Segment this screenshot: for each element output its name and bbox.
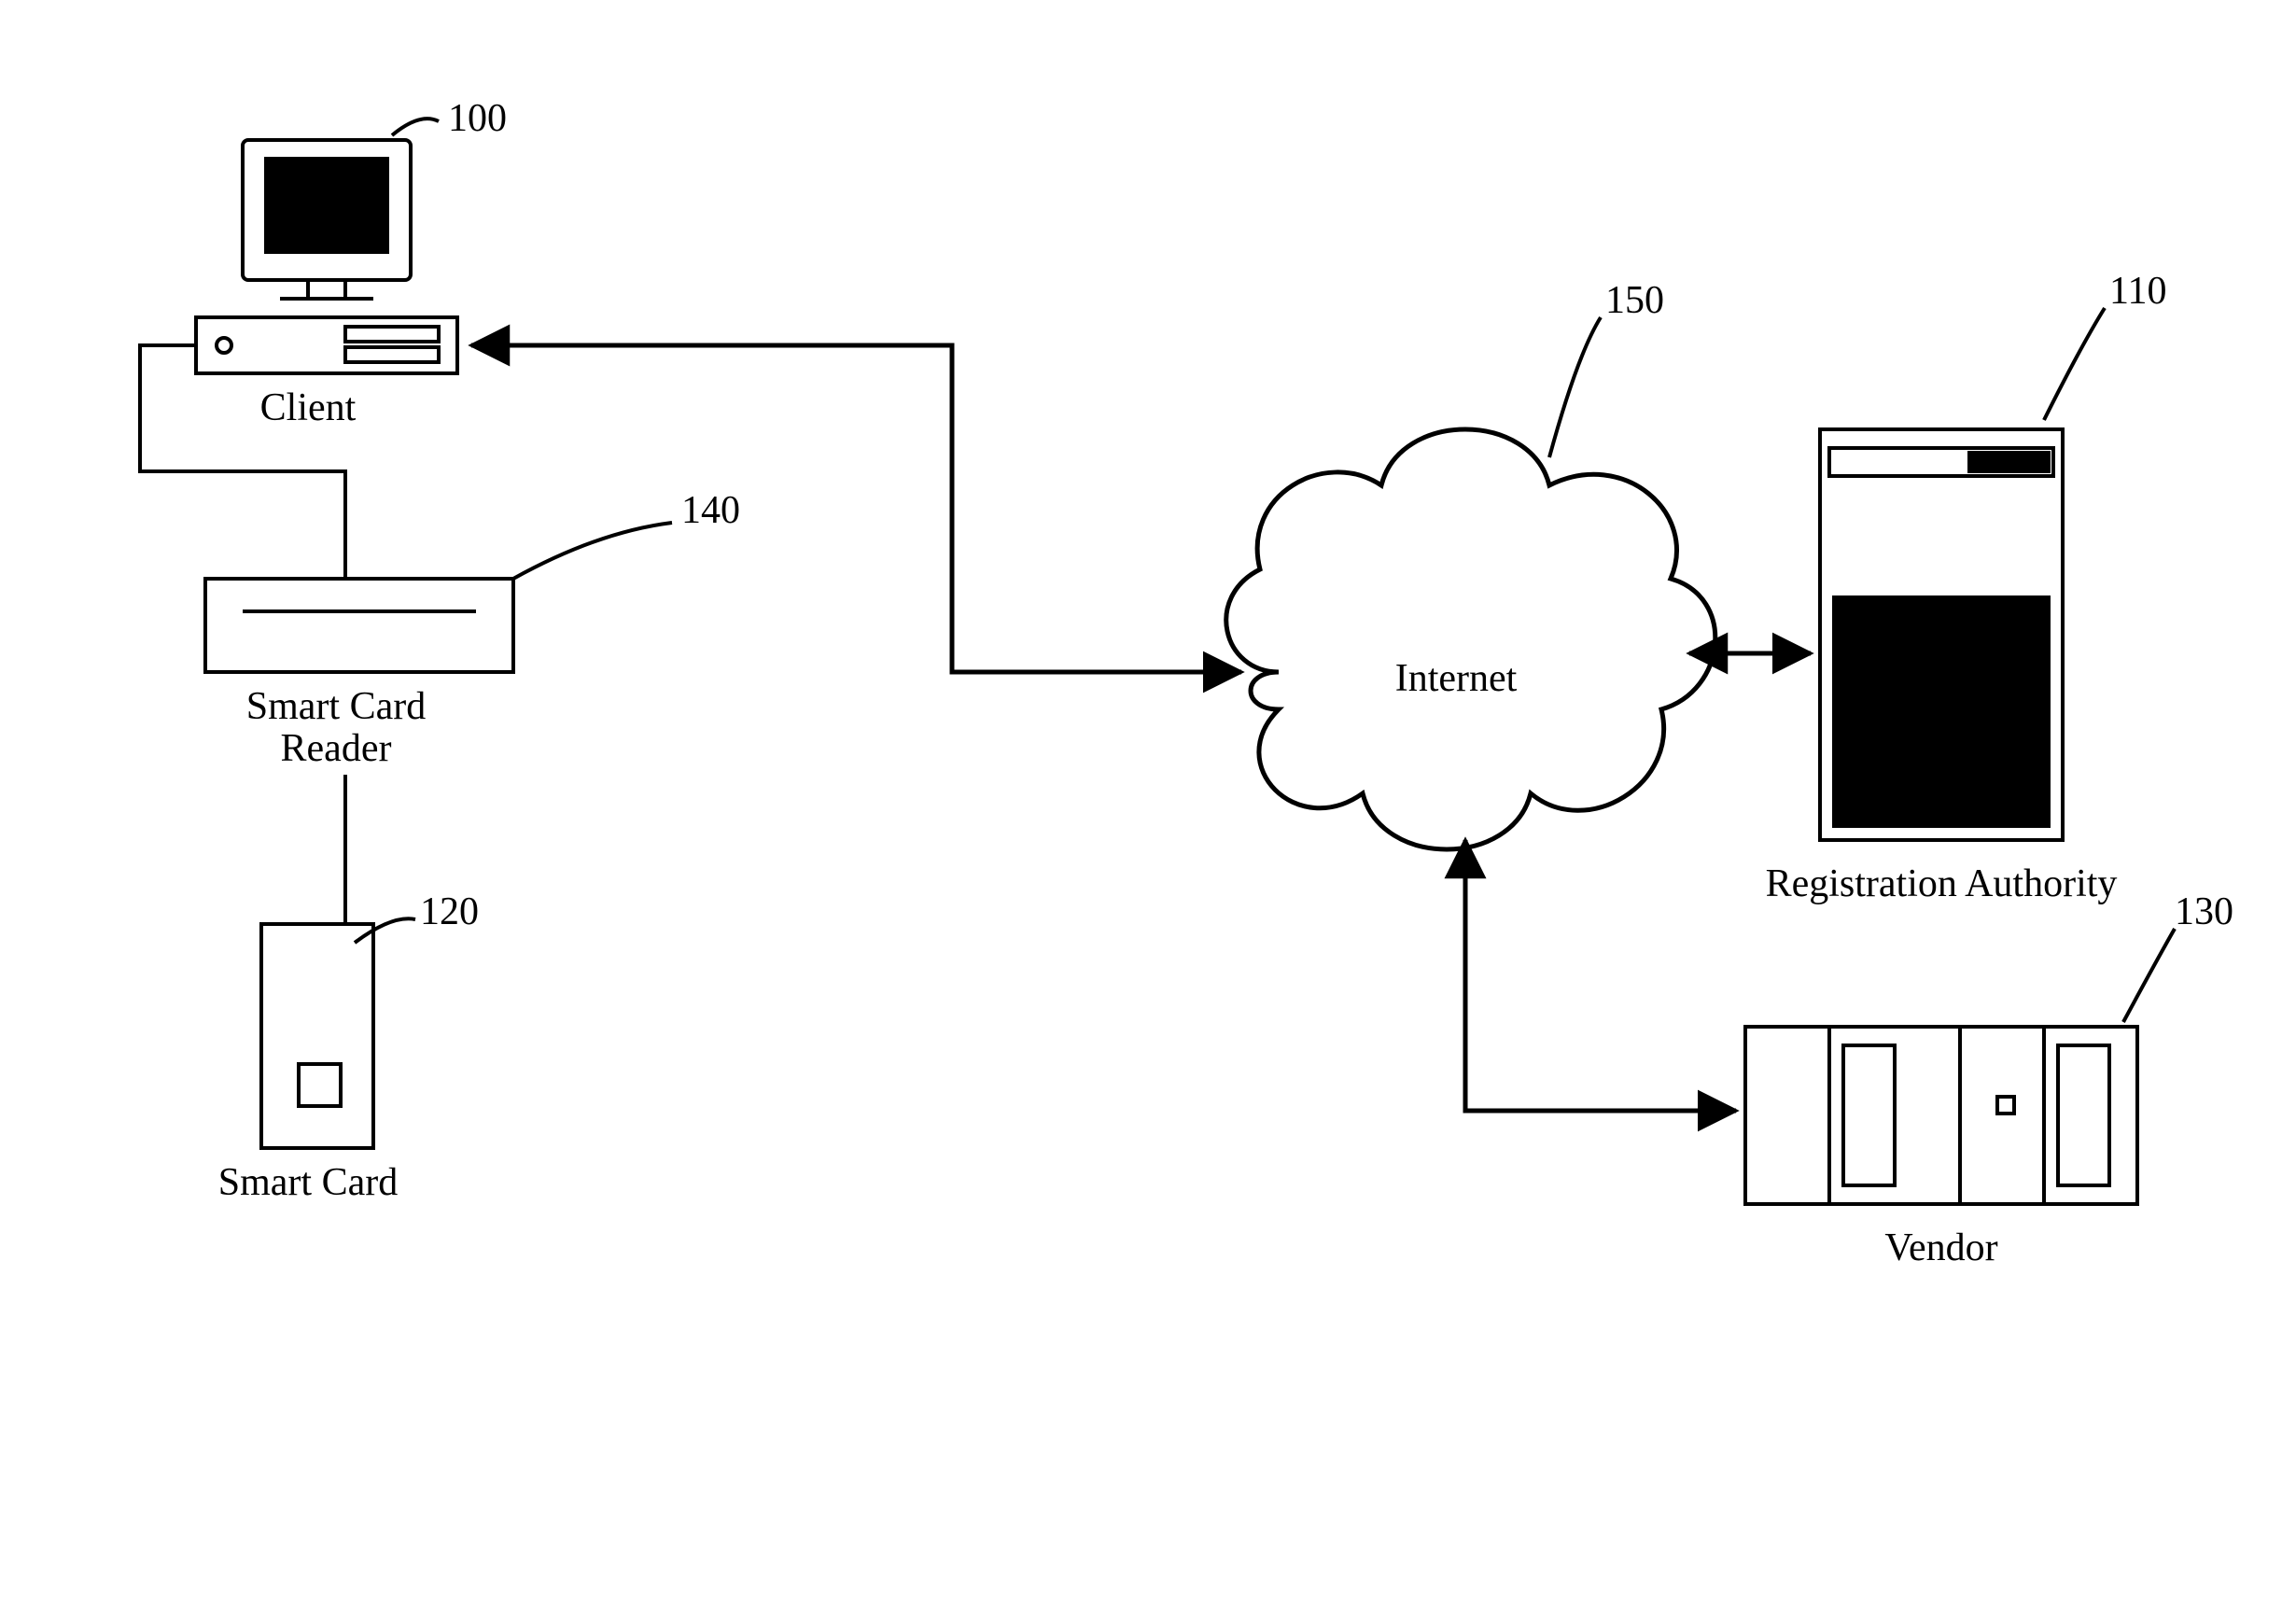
smart-card-icon — [261, 924, 373, 1148]
ref-leader-reader — [513, 523, 672, 579]
label-client: Client — [260, 386, 357, 429]
label-card: Smart Card — [218, 1161, 398, 1204]
label-reader-line2: Reader — [281, 727, 392, 770]
label-vendor: Vendor — [1884, 1226, 1997, 1269]
label-ra: Registration Authority — [1766, 862, 2118, 905]
ref-ra: 110 — [2109, 270, 2166, 313]
network-diagram: 100 Client 140 Smart Card Reader 120 Sma… — [0, 0, 2296, 1611]
ref-leader-vendor — [2123, 929, 2175, 1022]
ref-leader-client — [392, 119, 439, 135]
ref-client: 100 — [448, 97, 507, 140]
edge-client-internet — [471, 345, 1241, 672]
label-reader-line1: Smart Card — [246, 685, 426, 728]
reader-icon — [205, 579, 513, 672]
vendor-icon — [1745, 1027, 2137, 1204]
ref-leader-internet — [1549, 317, 1601, 457]
label-internet: Internet — [1395, 657, 1518, 700]
registration-authority-icon — [1820, 429, 2063, 840]
client-icon — [196, 140, 457, 373]
ref-internet: 150 — [1605, 279, 1664, 322]
internet-cloud-icon — [1226, 429, 1715, 849]
ref-leader-ra — [2044, 308, 2105, 420]
ref-vendor: 130 — [2175, 890, 2233, 933]
ref-reader: 140 — [681, 489, 740, 532]
edge-internet-vendor — [1465, 840, 1736, 1111]
cable-client-reader — [140, 345, 345, 579]
ref-card: 120 — [420, 890, 479, 933]
